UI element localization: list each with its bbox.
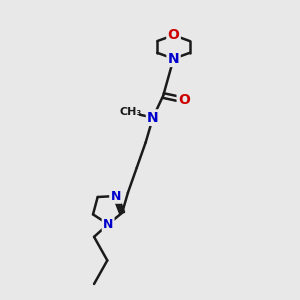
Text: N: N (110, 190, 121, 202)
Text: O: O (178, 93, 190, 107)
Text: N: N (147, 111, 159, 124)
Text: N: N (103, 218, 113, 231)
Text: CH₃: CH₃ (120, 107, 142, 117)
Text: O: O (168, 28, 179, 42)
Text: N: N (168, 52, 179, 66)
